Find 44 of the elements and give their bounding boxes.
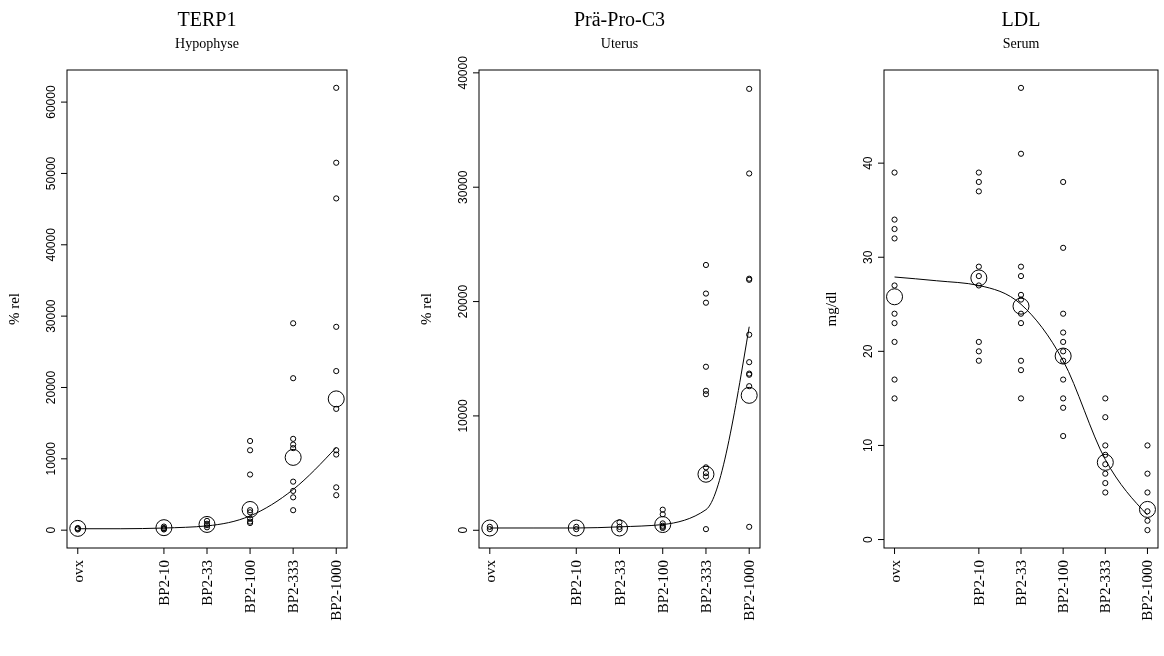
chart-subtitle: Uterus xyxy=(600,36,639,51)
y-tick-label: 0 xyxy=(44,526,58,534)
x-tick-label: BP2-1000 xyxy=(741,560,758,621)
x-tick-label: BP2-100 xyxy=(1055,560,1072,614)
x-tick-label: BP2-1000 xyxy=(328,560,345,621)
y-tick-label: 30000 xyxy=(456,170,470,204)
x-tick-label: BP2-33 xyxy=(1013,560,1029,606)
x-tick-label: BP2-333 xyxy=(697,560,714,614)
chart-title: LDL xyxy=(1001,8,1041,30)
x-tick-label: ovx xyxy=(886,559,903,583)
x-tick-label: BP2-10 xyxy=(568,560,585,606)
x-tick-label: ovx xyxy=(69,559,86,583)
y-tick-label: 60000 xyxy=(44,85,58,119)
chart-subtitle: Hypophyse xyxy=(175,36,239,51)
x-tick-label: BP2-333 xyxy=(285,560,302,614)
x-tick-label: BP2-33 xyxy=(611,560,628,606)
x-tick-label: ovx xyxy=(481,559,498,583)
y-tick-label: 20 xyxy=(861,344,875,359)
y-tick-label: 20000 xyxy=(44,370,58,405)
x-tick-label: BP2-10 xyxy=(970,560,987,606)
x-tick-label: BP2-100 xyxy=(242,560,259,614)
y-axis-title: % rel xyxy=(6,292,22,326)
y-tick-label: 0 xyxy=(861,535,875,543)
y-tick-label: 10000 xyxy=(44,441,58,476)
x-tick-label: BP2-10 xyxy=(155,560,172,606)
y-tick-label: 10000 xyxy=(456,398,470,433)
x-tick-label: BP2-333 xyxy=(1097,560,1114,614)
chart-title: Prä-Pro-C3 xyxy=(573,8,666,30)
x-tick-label: BP2-1000 xyxy=(1139,560,1156,621)
y-tick-label: 50000 xyxy=(44,156,58,191)
y-tick-label: 30 xyxy=(861,250,875,264)
y-axis-title: % rel xyxy=(418,292,434,326)
x-tick-label: BP2-100 xyxy=(654,560,671,614)
x-tick-label: BP2-33 xyxy=(199,560,215,606)
chart-subtitle: Serum xyxy=(1002,36,1040,51)
y-tick-label: 40000 xyxy=(44,227,58,262)
y-tick-label: 10 xyxy=(861,438,875,453)
y-axis-title: mg/dl xyxy=(823,291,839,327)
y-tick-label: 40 xyxy=(861,156,875,170)
y-tick-label: 0 xyxy=(456,526,470,534)
y-tick-label: 20000 xyxy=(456,284,470,319)
y-tick-label: 40000 xyxy=(456,55,470,90)
chart-title: TERP1 xyxy=(177,8,237,30)
y-tick-label: 30000 xyxy=(44,299,58,333)
